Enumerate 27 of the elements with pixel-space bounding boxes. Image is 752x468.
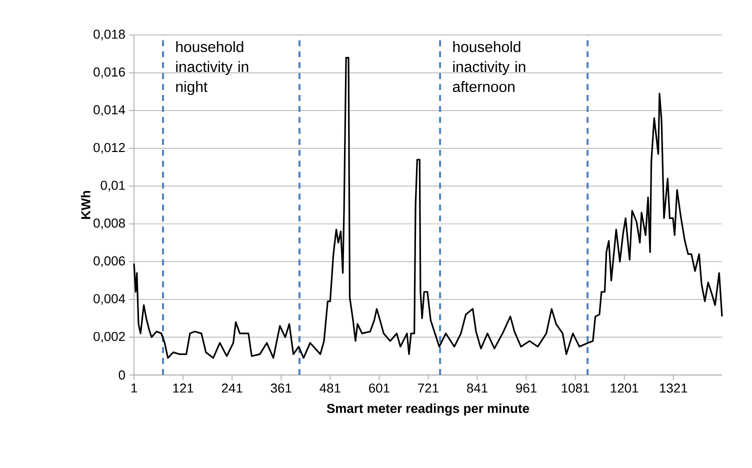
- y-tick-label: 0,016: [94, 67, 125, 78]
- x-tick-label: 721: [418, 384, 438, 393]
- y-tick-label: 0,002: [94, 332, 125, 343]
- x-tick-label: 481: [320, 384, 340, 393]
- x-tick-label: 601: [369, 384, 390, 393]
- x-tick-label: 1321: [660, 384, 688, 393]
- x-tick-label: 361: [270, 384, 292, 393]
- y-axis-title: KWh: [80, 191, 90, 219]
- x-axis-title: Smart meter readings per minute: [326, 404, 530, 416]
- x-tick-label: 841: [467, 384, 488, 393]
- x-tick-label: 1: [131, 384, 137, 392]
- y-tick-label: 0,018: [94, 30, 125, 40]
- x-tick-label: 961: [516, 384, 536, 393]
- y-tick-label: 0,008: [94, 218, 125, 230]
- y-tick-label: 0,004: [94, 294, 126, 305]
- x-tick-label: 241: [222, 384, 242, 393]
- y-tick-label: 0,014: [94, 105, 126, 116]
- y-tick-label: 0: [118, 370, 125, 380]
- y-tick-label: 0,012: [94, 142, 125, 154]
- annotation: household inactivity in night: [176, 41, 248, 95]
- y-tick-label: 0,006: [94, 256, 125, 267]
- line-series: [133, 56, 723, 359]
- annotation: household inactivity in afternoon: [452, 41, 526, 92]
- x-tick-label: 121: [173, 384, 194, 393]
- x-tick-label: 1201: [610, 384, 638, 393]
- y-tick-label: 0,01: [100, 180, 125, 192]
- x-tick-label: 1081: [562, 384, 590, 393]
